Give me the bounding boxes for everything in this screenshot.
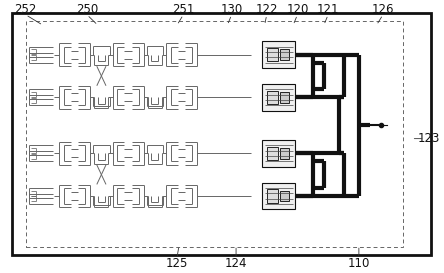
Text: 121: 121 — [317, 3, 339, 16]
Text: 120: 120 — [286, 3, 309, 16]
Bar — [280, 92, 289, 103]
Bar — [262, 84, 295, 111]
Bar — [267, 147, 278, 160]
Text: 130: 130 — [221, 3, 243, 16]
Bar — [262, 183, 295, 209]
Bar — [25, 21, 403, 247]
Text: 123: 123 — [418, 132, 440, 145]
Bar — [262, 140, 295, 167]
Bar — [267, 48, 278, 61]
Bar — [280, 148, 289, 159]
Bar — [280, 49, 289, 60]
Text: 250: 250 — [76, 3, 98, 16]
Text: 110: 110 — [348, 257, 370, 271]
Text: 122: 122 — [255, 3, 278, 16]
Text: 251: 251 — [172, 3, 194, 16]
Bar — [280, 191, 289, 201]
Bar — [262, 41, 295, 68]
Text: 126: 126 — [372, 3, 394, 16]
Text: 125: 125 — [166, 257, 188, 271]
Text: 252: 252 — [14, 3, 37, 16]
Bar — [267, 189, 278, 203]
Bar — [267, 91, 278, 104]
Text: 124: 124 — [225, 257, 247, 271]
